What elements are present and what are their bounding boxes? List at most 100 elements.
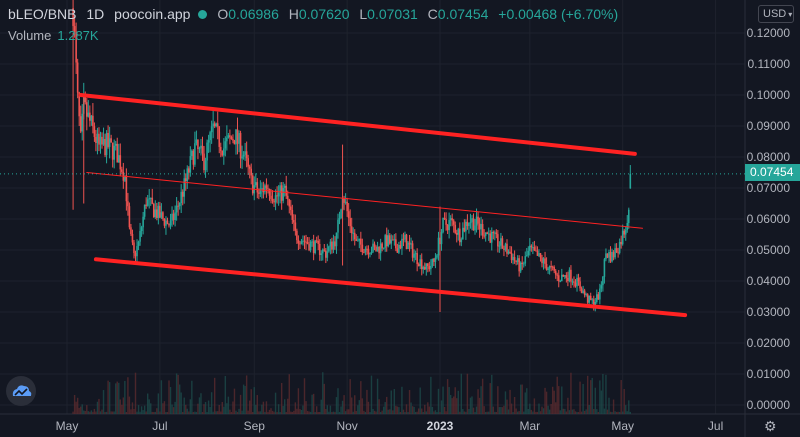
volume-bar bbox=[84, 410, 86, 414]
volume-bar bbox=[419, 387, 421, 414]
candle-body bbox=[480, 224, 482, 230]
volume-bar bbox=[280, 382, 283, 414]
volume-bar bbox=[93, 408, 96, 414]
volume-bar bbox=[381, 410, 383, 414]
volume-bar bbox=[341, 400, 344, 414]
candle-body bbox=[162, 212, 164, 219]
volume-bar bbox=[625, 405, 627, 414]
volume-bar bbox=[210, 392, 213, 414]
volume-bar bbox=[264, 411, 266, 414]
candle-body bbox=[233, 140, 236, 145]
volume-bar bbox=[245, 375, 248, 414]
candle-body bbox=[458, 228, 461, 243]
candle-body bbox=[125, 175, 128, 202]
volume-bar bbox=[136, 411, 138, 414]
volume-bar bbox=[177, 374, 179, 414]
candle-body bbox=[385, 235, 388, 247]
volume-bar bbox=[78, 407, 80, 414]
candle-body bbox=[121, 169, 123, 172]
candle-body bbox=[305, 241, 307, 243]
volume-bar bbox=[346, 409, 348, 414]
volume-bar bbox=[75, 401, 77, 414]
candle-body bbox=[490, 232, 493, 243]
volume-bar bbox=[481, 378, 484, 414]
candle-body bbox=[139, 230, 141, 242]
volume-bar bbox=[571, 409, 574, 414]
volume-bar bbox=[565, 411, 568, 414]
candle-body bbox=[600, 285, 603, 289]
candle-body bbox=[111, 142, 114, 160]
candle-body bbox=[577, 277, 580, 282]
candle-body bbox=[204, 160, 207, 171]
candle-body bbox=[384, 235, 386, 248]
price-tick-label: 0.07000 bbox=[747, 181, 791, 195]
candle-body bbox=[311, 241, 313, 243]
candle-body bbox=[98, 133, 100, 145]
candle-body bbox=[355, 239, 358, 242]
volume-bar bbox=[393, 389, 396, 414]
volume-bar bbox=[201, 411, 204, 414]
candle-body bbox=[186, 168, 189, 182]
candle-body bbox=[276, 195, 278, 197]
symbol-name[interactable]: bLEO/BNB bbox=[8, 6, 77, 22]
candle-body bbox=[314, 240, 316, 253]
candle-body bbox=[446, 224, 449, 231]
volume-bar bbox=[497, 386, 499, 414]
volume-bar bbox=[396, 406, 399, 414]
volume-bar bbox=[81, 404, 83, 414]
candle-body bbox=[565, 275, 568, 278]
volume-bar bbox=[620, 380, 622, 414]
candle-body bbox=[229, 135, 231, 138]
candle-body bbox=[163, 218, 166, 226]
price-tick-label: 0.12000 bbox=[747, 26, 791, 40]
candle-body bbox=[130, 227, 132, 234]
volume-bar bbox=[567, 397, 569, 414]
candle-body bbox=[366, 248, 368, 250]
volume-bar bbox=[629, 411, 632, 414]
candle-body bbox=[564, 275, 566, 277]
candle-body bbox=[113, 145, 115, 160]
volume-bar bbox=[468, 408, 470, 414]
volume-bar bbox=[370, 375, 373, 414]
candle-body bbox=[410, 243, 412, 245]
candle-body bbox=[95, 136, 97, 144]
candle-body bbox=[596, 294, 598, 303]
volume-bar bbox=[183, 397, 185, 414]
candle-body bbox=[452, 220, 455, 225]
tradingview-cloud-icon[interactable] bbox=[6, 376, 36, 406]
volume-bar bbox=[463, 411, 466, 414]
price-tick-label: 0.10000 bbox=[747, 88, 791, 102]
candle-body bbox=[212, 123, 214, 127]
interval-label[interactable]: 1D bbox=[86, 6, 105, 22]
gear-icon[interactable]: ⚙ bbox=[764, 418, 777, 434]
candle-body bbox=[462, 227, 464, 240]
candle-body bbox=[127, 201, 129, 207]
volume-bar bbox=[165, 411, 167, 414]
candle-body bbox=[582, 290, 584, 294]
volume-bar bbox=[350, 397, 353, 414]
currency-button[interactable]: USD ▾ bbox=[758, 5, 794, 23]
candle-body bbox=[344, 201, 347, 203]
candle-body bbox=[172, 213, 175, 221]
candle-body bbox=[107, 132, 109, 147]
candle-body bbox=[518, 258, 520, 272]
volume-bar bbox=[162, 403, 164, 414]
candle-body bbox=[363, 252, 365, 254]
volume-bar bbox=[628, 400, 630, 414]
candle-body bbox=[594, 302, 597, 307]
candle-body bbox=[293, 219, 295, 223]
price-tick-label: 0.04000 bbox=[747, 274, 791, 288]
candle-body bbox=[340, 209, 342, 219]
candle-body bbox=[323, 249, 326, 251]
volume-bar bbox=[532, 411, 534, 414]
candle-body bbox=[343, 198, 345, 203]
volume-bar bbox=[550, 403, 552, 414]
volume-bar bbox=[417, 408, 420, 414]
candle-body bbox=[471, 218, 473, 223]
volume-bar bbox=[312, 393, 315, 414]
volume-bar bbox=[73, 394, 76, 414]
candle-body bbox=[247, 158, 249, 167]
candle-body bbox=[73, 26, 76, 32]
candle-body bbox=[404, 234, 406, 240]
